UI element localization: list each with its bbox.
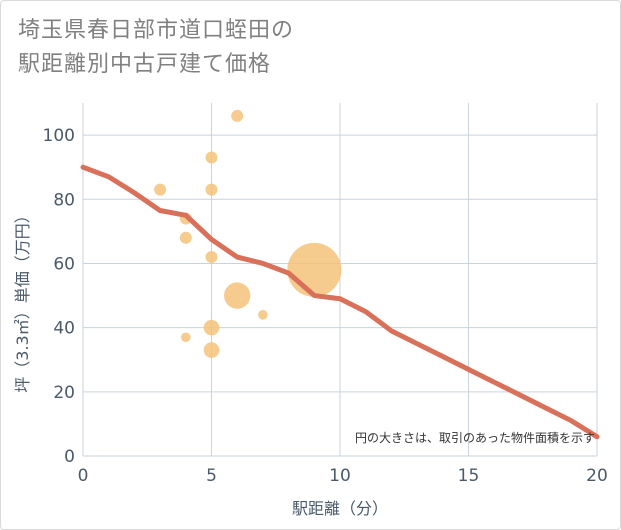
bubble-point [205, 183, 218, 196]
x-tick-label: 20 [586, 466, 608, 486]
y-tick-label: 100 [43, 126, 75, 146]
y-tick-label: 40 [53, 319, 75, 339]
bubble-point [203, 319, 220, 336]
grid [82, 103, 598, 457]
bubble-point [154, 183, 167, 196]
bubble-point [203, 342, 220, 358]
x-tick-label: 15 [458, 466, 480, 486]
bubble-point [179, 231, 192, 244]
chart-title-line-1: 埼玉県春日部市道口蛭田の [18, 18, 295, 43]
x-tick-label: 10 [329, 466, 351, 486]
y-tick-label: 80 [53, 190, 75, 210]
chart-title: 埼玉県春日部市道口蛭田の 駅距離別中古戸建て価格 [18, 14, 438, 82]
bubble-point [258, 310, 268, 320]
bubble-point [205, 151, 218, 164]
chart-title-line-2: 駅距離別中古戸建て価格 [18, 52, 272, 77]
y-tick-label: 0 [64, 447, 75, 467]
x-tick-label: 5 [206, 466, 217, 486]
bubble-point [205, 251, 218, 264]
y-tick-label: 60 [53, 254, 75, 274]
bubble-point [181, 332, 191, 343]
x-axis-ticks: 0 5 10 15 20 [78, 466, 608, 486]
x-tick-label: 0 [78, 466, 89, 486]
bubble-point [224, 282, 251, 309]
size-note: 円の大きさは、取引のあった物件面積を示す [355, 430, 595, 445]
x-axis-label: 駅距離（分） [292, 499, 388, 518]
y-axis-label: 坪（3.3㎡）単価（万円） [13, 207, 32, 392]
bubble-point [287, 242, 342, 297]
trend-series [80, 164, 600, 440]
trend-line [80, 164, 600, 440]
bubble-point [231, 109, 244, 122]
bubble-series [154, 109, 342, 358]
y-tick-label: 20 [53, 383, 75, 403]
y-axis-ticks: 0 20 40 60 80 100 [43, 126, 75, 467]
